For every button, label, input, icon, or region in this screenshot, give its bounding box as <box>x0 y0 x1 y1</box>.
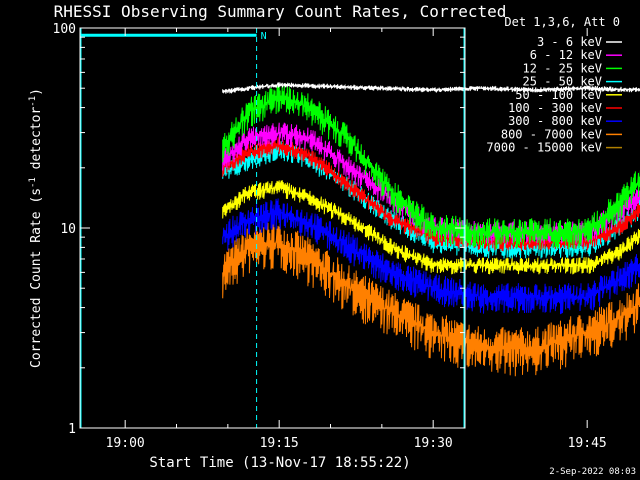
legend-label: 100 - 300 keV <box>508 101 602 115</box>
x-tick-label: 19:00 <box>106 436 145 451</box>
series-trace <box>222 84 640 250</box>
x-tick-label: 19:30 <box>414 436 453 451</box>
series-trace <box>222 141 640 259</box>
series-trace <box>222 198 640 315</box>
legend-label: 300 - 800 keV <box>508 114 602 128</box>
series-trace <box>222 222 640 377</box>
x-tick-label: 19:15 <box>260 436 299 451</box>
y-tick-label: 1 <box>68 422 76 437</box>
x-axis-label: Start Time (13-Nov-17 18:55:22) <box>149 455 410 471</box>
x-tick-label: 19:45 <box>568 436 607 451</box>
series-trace <box>222 180 640 275</box>
series-trace <box>222 81 640 95</box>
footer-timestamp: 2-Sep-2022 08:03 <box>549 467 636 477</box>
legend-label: 800 - 7000 keV <box>501 127 602 141</box>
y-tick-label: 10 <box>60 222 76 237</box>
legend-label: 6 - 12 keV <box>530 48 602 62</box>
legend-header: Det 1,3,6, Att 0 <box>504 15 620 29</box>
legend-label: 12 - 25 keV <box>523 61 602 75</box>
y-tick-label: 100 <box>53 22 76 37</box>
legend-label: 7000 - 15000 keV <box>486 141 602 155</box>
series-layer <box>222 81 640 377</box>
y-axis-label: Corrected Count Rate (s-1 detector-1) <box>28 88 44 368</box>
night-marker-label: N <box>261 31 267 42</box>
chart-title: RHESSI Observing Summary Count Rates, Co… <box>54 2 507 21</box>
y-axis: 1 10 100 <box>53 22 465 437</box>
legend-label: 3 - 6 keV <box>537 35 602 49</box>
legend-label: 25 - 50 keV <box>523 75 602 89</box>
